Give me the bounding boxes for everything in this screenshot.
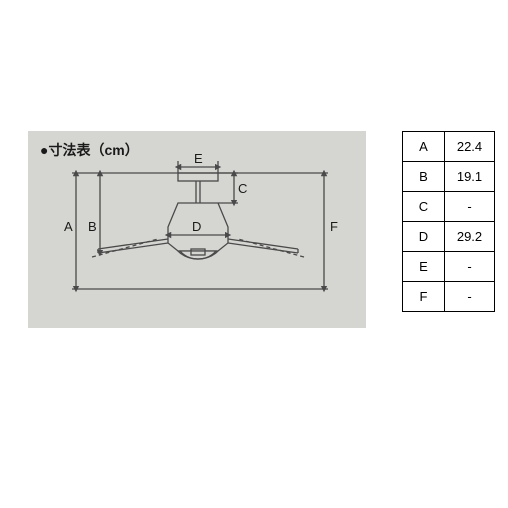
dimension-table: A 22.4 B 19.1 C - D 29.2 E - F - — [402, 131, 495, 312]
dim-key: B — [403, 162, 445, 192]
dim-label-d: D — [192, 219, 201, 234]
table-row: C - — [403, 192, 495, 222]
table-row: B 19.1 — [403, 162, 495, 192]
table-row: F - — [403, 282, 495, 312]
dim-key: A — [403, 132, 445, 162]
fan-diagram: A B C D E F — [28, 131, 366, 328]
dim-key: F — [403, 282, 445, 312]
dim-key: E — [403, 252, 445, 282]
diagram-svg-wrap: A B C D E F — [28, 131, 366, 333]
dim-label-a: A — [64, 219, 73, 234]
dim-key: D — [403, 222, 445, 252]
table-row: A 22.4 — [403, 132, 495, 162]
dim-value: - — [445, 252, 495, 282]
dim-label-c: C — [238, 181, 247, 196]
dim-value: 22.4 — [445, 132, 495, 162]
stage: ●寸法表（cm） — [0, 0, 508, 508]
table-row: E - — [403, 252, 495, 282]
table-row: D 29.2 — [403, 222, 495, 252]
dim-label-b: B — [88, 219, 97, 234]
dim-value: 29.2 — [445, 222, 495, 252]
dim-key: C — [403, 192, 445, 222]
dim-value: 19.1 — [445, 162, 495, 192]
dim-label-e: E — [194, 151, 203, 166]
dim-label-f: F — [330, 219, 338, 234]
dim-value: - — [445, 282, 495, 312]
dim-value: - — [445, 192, 495, 222]
